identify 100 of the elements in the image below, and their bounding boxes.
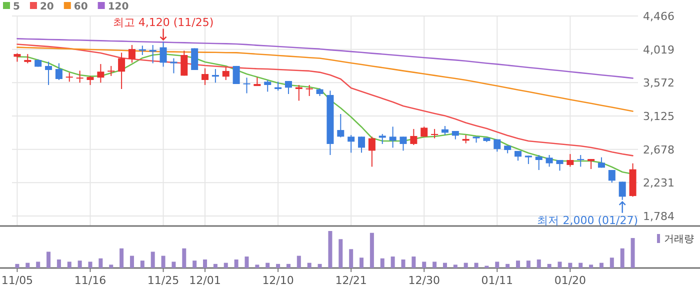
bar	[15, 264, 20, 268]
bar	[130, 256, 134, 268]
candlestick	[149, 44, 156, 64]
candlestick	[24, 54, 32, 64]
bar	[203, 259, 208, 268]
bar	[610, 258, 614, 268]
bar	[150, 252, 155, 268]
candlestick	[45, 61, 52, 86]
candlestick	[608, 169, 616, 184]
bar	[56, 259, 61, 268]
bar	[599, 262, 604, 268]
y-tick-label: 2,678	[643, 143, 674, 156]
line-series	[16, 38, 634, 79]
candlestick	[535, 154, 542, 170]
bar	[360, 258, 364, 268]
candlestick	[348, 134, 355, 154]
candlestick	[160, 41, 167, 68]
line-series	[16, 44, 634, 156]
candlestick	[264, 79, 272, 92]
bar	[380, 258, 384, 268]
y-tick-label: 3,572	[643, 76, 674, 90]
candlestick	[118, 52, 126, 90]
bar	[630, 238, 635, 268]
line-series	[16, 46, 634, 112]
candlestick	[306, 84, 313, 97]
x-tick-label: 01/11	[481, 274, 513, 287]
legend-label: 20	[40, 2, 54, 12]
bar	[161, 256, 166, 268]
bar	[296, 256, 301, 268]
bar	[589, 264, 594, 268]
candlestick	[86, 75, 94, 86]
bar	[307, 262, 312, 268]
annotation: 최고 4,120 (11/25)	[112, 16, 214, 29]
candlestick	[494, 138, 501, 152]
candlestick	[170, 58, 178, 74]
candlestick	[55, 62, 62, 80]
bar	[526, 260, 530, 268]
bar	[244, 256, 249, 268]
legend-label: 120	[108, 2, 129, 12]
candlestick	[108, 65, 115, 76]
bar	[224, 262, 228, 268]
bar	[255, 264, 260, 268]
legend-label: 거래량	[664, 234, 694, 245]
candlestick	[358, 136, 366, 154]
bar	[67, 262, 72, 268]
bar	[422, 262, 426, 268]
candlestick	[212, 68, 219, 84]
candlestick	[191, 48, 198, 70]
bar	[182, 248, 186, 268]
bar	[401, 259, 406, 268]
bar	[620, 248, 624, 268]
bar	[140, 260, 144, 268]
bar	[370, 232, 374, 268]
candlestick	[410, 128, 418, 146]
bar	[506, 264, 510, 268]
x-tick-label: 12/21	[335, 274, 367, 287]
x-tick-label: 12/30	[408, 274, 440, 287]
bar	[412, 256, 416, 268]
bar	[36, 262, 40, 268]
bar	[328, 231, 332, 268]
y-tick-label: 4,466	[643, 10, 674, 23]
bar	[390, 256, 395, 268]
candlestick	[243, 77, 250, 94]
x-tick-label: 11/16	[74, 274, 106, 287]
candlestick	[368, 136, 376, 168]
bar	[172, 262, 176, 268]
candlestick	[556, 160, 564, 172]
candlestick	[389, 126, 396, 148]
bar	[109, 264, 114, 268]
bar	[432, 262, 437, 268]
candlestick	[76, 70, 84, 84]
candlestick	[588, 158, 595, 170]
candlestick	[337, 113, 344, 138]
bar	[78, 260, 82, 268]
bar	[46, 252, 51, 268]
bar	[192, 260, 197, 268]
annotation: 최저 2,000 (01/27)	[537, 214, 638, 227]
candlestick	[66, 72, 73, 82]
bar	[234, 259, 238, 268]
bar	[547, 264, 552, 268]
candlestick	[546, 154, 553, 168]
candlestick	[180, 50, 188, 76]
candlestick	[400, 136, 407, 152]
legend-label: 60	[74, 2, 88, 12]
candlestick	[566, 154, 574, 168]
bar	[558, 262, 562, 268]
bar	[120, 248, 124, 268]
candlestick	[284, 80, 292, 95]
x-tick-label: 01/20	[554, 274, 586, 287]
candlestick	[202, 68, 209, 86]
candlestick	[97, 64, 104, 84]
bar	[516, 260, 520, 268]
candlestick	[128, 44, 136, 64]
bar	[568, 262, 572, 268]
bar	[464, 262, 468, 268]
x-tick-label: 12/01	[189, 274, 221, 287]
candlestick	[431, 128, 438, 139]
bar	[318, 264, 322, 268]
y-tick-label: 2,231	[643, 176, 674, 190]
bar	[536, 259, 541, 268]
